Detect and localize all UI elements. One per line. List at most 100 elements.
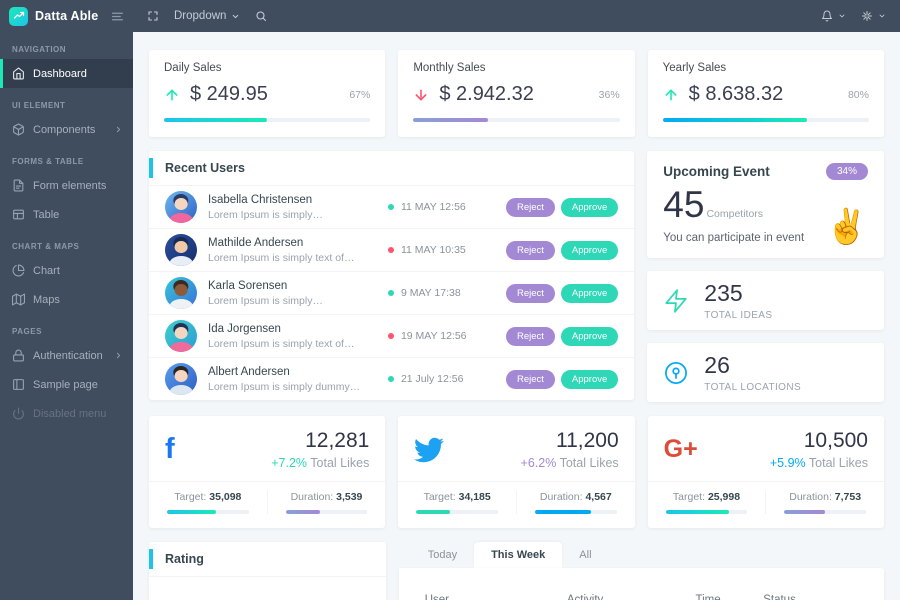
sidebar-item-form-elements[interactable]: Form elements [0, 171, 133, 200]
column-activity: Activity [566, 594, 604, 600]
sidebar-item-label: Maps [33, 293, 60, 306]
chevron-down-icon [878, 12, 886, 20]
progress-fill [167, 510, 216, 514]
home-icon [12, 67, 25, 80]
event-count-label: Competitors [706, 208, 764, 220]
sidebar-item-table[interactable]: Table [0, 200, 133, 229]
progress-fill [665, 510, 730, 514]
status-dot [387, 204, 394, 210]
progress-bar [665, 510, 748, 514]
progress-bar [784, 510, 866, 514]
dropdown-menu[interactable]: Dropdown [174, 10, 240, 22]
approve-button[interactable]: Approve [560, 240, 619, 260]
event-title: Upcoming Event [663, 164, 770, 179]
likes-count: 11,200 [555, 429, 619, 452]
approve-button[interactable]: Approve [560, 326, 619, 346]
twitter-card: 11,200 +6.2% Total Likes Target: 34,185 … [398, 416, 635, 528]
progress-bar [535, 510, 617, 514]
sidebar-item-chart[interactable]: Chart [0, 256, 133, 285]
sidebar-item-label: Dashboard [33, 67, 87, 80]
approve-button[interactable]: Approve [560, 197, 619, 217]
total-value: 26 [704, 352, 730, 378]
sidebar-item-label: Sample page [33, 378, 98, 391]
activity-table-card: User Activity Time Status [398, 568, 884, 600]
column-time: Time [695, 594, 721, 600]
duration-label: Duration: [290, 491, 334, 503]
status-dot [387, 376, 394, 382]
chevron-down-icon [838, 12, 846, 20]
nav-section-forms-table: FORMS & TABLE [12, 157, 84, 166]
event-progress-badge: 34% [825, 163, 868, 180]
sidebar-item-sample-page[interactable]: Sample page [0, 370, 133, 399]
avatar [165, 363, 197, 395]
reject-button[interactable]: Reject [505, 369, 555, 389]
user-excerpt: Lorem Ipsum is simply… [208, 294, 323, 307]
likes-suffix: Total Likes [559, 456, 619, 470]
stat-title: Daily Sales [164, 62, 222, 74]
fullscreen-icon[interactable] [147, 10, 159, 22]
approve-button[interactable]: Approve [560, 283, 619, 303]
reject-button[interactable]: Reject [505, 240, 555, 260]
tab-this-week[interactable]: This Week [474, 542, 563, 568]
stat-title: Monthly Sales [413, 62, 486, 74]
stat-percent: 67% [349, 88, 371, 101]
duration-label: Duration: [539, 491, 583, 503]
activity-tabs: Today This Week All [399, 542, 884, 568]
sidebar-toggle-icon[interactable] [111, 10, 124, 23]
tab-all[interactable]: All [579, 549, 592, 561]
mid-row: Recent Users Isabella Christensen Lorem I… [149, 151, 884, 402]
sidebar-item-label: Form elements [33, 179, 107, 192]
user-name: Isabella Christensen [208, 193, 313, 206]
status-dot [387, 247, 394, 253]
target-value: 25,998 [707, 491, 741, 503]
topbar: Dropdown [133, 0, 900, 32]
likes-delta: +6.2% [520, 456, 557, 470]
search-icon[interactable] [255, 10, 267, 22]
monthly-sales-card: Monthly Sales $ 2.942.32 36% [398, 50, 635, 137]
stats-row: Daily Sales $ 249.95 67% Monthly Sales $… [149, 50, 884, 137]
reject-button[interactable]: Reject [505, 283, 555, 303]
user-row: Isabella Christensen Lorem Ipsum is simpl… [149, 186, 635, 229]
progress-fill [416, 510, 450, 514]
nav-section-pages: PAGES [12, 327, 42, 336]
sidebar-item-dashboard[interactable]: Dashboard [0, 59, 133, 88]
user-row: Mathilde Andersen Lorem Ipsum is simply t… [149, 229, 635, 272]
progress-fill [413, 118, 488, 122]
sidebar-item-disabled-menu: Disabled menu [0, 399, 133, 428]
total-label: TOTAL LOCATIONS [704, 382, 802, 393]
reject-button[interactable]: Reject [505, 197, 555, 217]
target-value: 34,185 [458, 491, 491, 503]
facebook-card: f 12,281 +7.2% Total Likes Target: 35,09… [149, 416, 386, 528]
upcoming-event-card: Upcoming Event 34% 45 Competitors You ca… [647, 151, 884, 258]
user-row: Albert Andersen Lorem Ipsum is simply dum… [149, 358, 634, 400]
twitter-icon [414, 435, 456, 465]
sidebar-item-label: Components [33, 123, 96, 136]
avatar-head [174, 197, 188, 210]
approve-button[interactable]: Approve [560, 369, 619, 389]
bottom-row: Rating 4.7★ 0.4▲ Today This Week All Use… [149, 542, 884, 600]
sidebar-item-maps[interactable]: Maps [0, 285, 133, 314]
target-label: Target: [174, 491, 207, 503]
likes-delta: +5.9% [769, 456, 806, 470]
nav-section-navigation: NAVIGATION [12, 45, 67, 54]
logo-row: Datta Able [0, 0, 133, 32]
user-time: 19 MAY 12:56 [400, 330, 467, 342]
user-settings-menu[interactable] [861, 10, 886, 22]
progress-fill [662, 118, 808, 122]
notifications-menu[interactable] [821, 10, 846, 22]
right-column: Upcoming Event 34% 45 Competitors You ca… [647, 151, 884, 402]
dropdown-label: Dropdown [174, 10, 227, 22]
nav-section-chart-maps: CHART & MAPS [12, 242, 80, 251]
reject-button[interactable]: Reject [505, 326, 555, 346]
tab-today[interactable]: Today [427, 549, 458, 561]
map-pin-icon [663, 360, 689, 386]
sidebar-item-components[interactable]: Components [0, 115, 133, 144]
user-time: 11 MAY 12:56 [400, 201, 466, 213]
sidebar-item-authentication[interactable]: Authentication [0, 341, 133, 370]
avatar [165, 320, 197, 352]
file-text-icon [12, 179, 25, 192]
duration-label: Duration: [789, 491, 832, 503]
lock-icon [12, 349, 25, 362]
bell-icon [821, 10, 833, 22]
user-name: Albert Andersen [208, 365, 290, 378]
